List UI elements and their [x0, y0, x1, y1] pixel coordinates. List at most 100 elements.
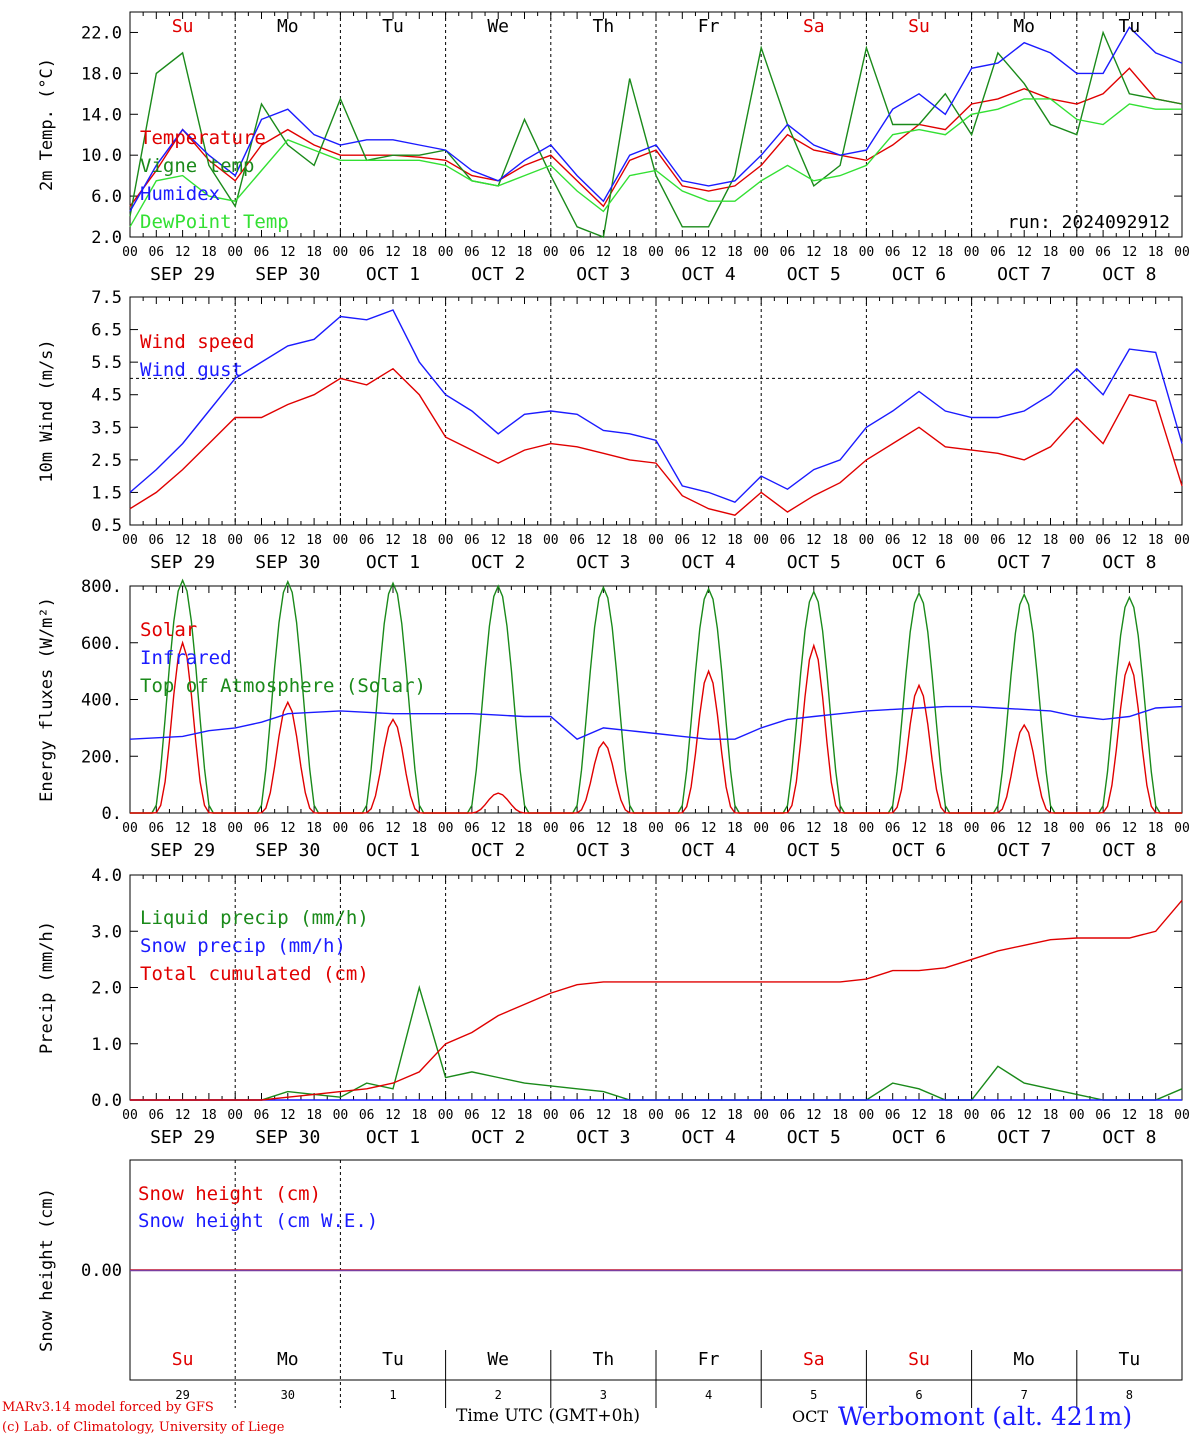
- date-tick-label: OCT 7: [997, 552, 1051, 573]
- hour-tick-label: 18: [832, 533, 848, 548]
- series-line: [130, 640, 1182, 814]
- weekday-label: Fr: [698, 16, 720, 37]
- hour-tick-label: 18: [1148, 821, 1164, 836]
- hour-tick-label: 12: [1122, 1108, 1138, 1123]
- date-tick-label: OCT 8: [1102, 1127, 1156, 1148]
- y-tick-label: 0.: [102, 804, 122, 824]
- hour-tick-label: 00: [438, 533, 454, 548]
- hour-tick-label: 06: [885, 821, 901, 836]
- hour-tick-label: 18: [201, 245, 217, 260]
- hour-tick-label: 18: [1148, 245, 1164, 260]
- panel-frame: [129, 11, 1183, 238]
- series-line: [129, 26, 1183, 212]
- weekday-label: We: [487, 1349, 509, 1370]
- series-line: [129, 98, 1182, 228]
- weekday-label: Sa: [803, 16, 825, 37]
- date-tick-label: OCT 3: [576, 552, 630, 573]
- y-tick-label: 400.: [81, 691, 122, 711]
- y-tick-label: 10.0: [81, 146, 122, 166]
- hour-tick-label: 06: [674, 821, 690, 836]
- hour-tick-label: 18: [1043, 821, 1059, 836]
- weekday-label: Su: [908, 16, 930, 37]
- hour-tick-label: 18: [1148, 533, 1164, 548]
- date-tick-label: OCT 5: [787, 1127, 841, 1148]
- y-tick-label: 5.5: [91, 353, 122, 373]
- y-tick-label: 4.5: [91, 386, 122, 406]
- y-tick-label: 2.5: [91, 451, 122, 471]
- hour-tick-label: 18: [201, 1108, 217, 1123]
- date-tick-label: OCT 5: [787, 264, 841, 285]
- y-tick-label: 0.0: [91, 1091, 122, 1111]
- hour-tick-label: 00: [543, 245, 559, 260]
- hour-tick-label: 00: [1174, 533, 1190, 548]
- legend-entry: Vigne temp: [140, 155, 254, 177]
- hour-tick-label: 06: [780, 245, 796, 260]
- hour-tick-label: 12: [280, 533, 296, 548]
- hour-tick-label: 18: [727, 1108, 743, 1123]
- day-number-label: 29: [175, 1388, 189, 1402]
- y-tick-label: 0.5: [91, 516, 122, 536]
- hour-tick-label: 06: [464, 245, 480, 260]
- hour-tick-label: 00: [227, 1108, 243, 1123]
- legend-entry: Humidex: [140, 183, 220, 205]
- hour-tick-label: 12: [1122, 821, 1138, 836]
- date-tick-label: OCT 7: [997, 840, 1051, 861]
- date-tick-label: OCT 4: [682, 552, 736, 573]
- hour-tick-label: 06: [148, 533, 164, 548]
- hour-tick-label: 06: [990, 245, 1006, 260]
- hour-tick-label: 00: [227, 821, 243, 836]
- hour-tick-label: 06: [885, 1108, 901, 1123]
- date-tick-label: OCT 1: [366, 1127, 420, 1148]
- hour-tick-label: 18: [1043, 1108, 1059, 1123]
- hour-tick-label: 00: [333, 245, 349, 260]
- hour-tick-label: 12: [806, 1108, 822, 1123]
- y-axis-label: 2m Temp. (°C): [37, 58, 57, 191]
- y-tick-label: 7.5: [91, 288, 122, 308]
- hour-tick-label: 06: [359, 1108, 375, 1123]
- hour-tick-label: 06: [464, 1108, 480, 1123]
- hour-tick-label: 12: [175, 245, 191, 260]
- hour-tick-label: 12: [175, 821, 191, 836]
- hour-tick-label: 00: [964, 821, 980, 836]
- hour-tick-label: 00: [1174, 245, 1190, 260]
- y-tick-label: 0.00: [81, 1261, 122, 1281]
- model-credit: MARv3.14 model forced by GFS: [2, 1400, 214, 1415]
- weekday-label: Su: [172, 16, 194, 37]
- hour-tick-label: 18: [937, 821, 953, 836]
- series-line: [130, 899, 1183, 1101]
- legend-entry: Temperature: [140, 127, 266, 149]
- time-axis-label: Time UTC (GMT+0h): [456, 1406, 641, 1426]
- date-tick-label: OCT 6: [892, 1127, 946, 1148]
- hour-tick-label: 06: [464, 821, 480, 836]
- hour-tick-label: 00: [753, 1108, 769, 1123]
- hour-tick-label: 00: [964, 533, 980, 548]
- y-tick-label: 200.: [81, 747, 122, 767]
- date-tick-label: OCT 3: [576, 1127, 630, 1148]
- hour-tick-label: 00: [438, 1108, 454, 1123]
- date-tick-label: SEP 29: [150, 552, 215, 573]
- hour-tick-label: 12: [280, 821, 296, 836]
- series-line: [129, 367, 1183, 516]
- legend-entry: Top of Atmosphere (Solar): [140, 675, 426, 697]
- legend-entry: Snow height (cm W.E.): [138, 1210, 378, 1232]
- day-number-label: 6: [915, 1388, 922, 1402]
- hour-tick-label: 18: [411, 821, 427, 836]
- hour-tick-label: 06: [780, 533, 796, 548]
- weekday-label: Th: [593, 16, 615, 37]
- hour-tick-label: 18: [306, 245, 322, 260]
- y-tick-label: 3.0: [91, 922, 122, 942]
- hour-tick-label: 18: [517, 245, 533, 260]
- weekday-label: Mo: [277, 16, 299, 37]
- hour-tick-label: 00: [227, 533, 243, 548]
- hour-tick-label: 12: [385, 245, 401, 260]
- hour-tick-label: 00: [438, 245, 454, 260]
- day-number-label: 30: [281, 1388, 295, 1402]
- hour-tick-label: 12: [280, 1108, 296, 1123]
- day-number-label: 5: [810, 1388, 817, 1402]
- month-label: OCT: [792, 1407, 829, 1426]
- date-tick-label: OCT 6: [892, 552, 946, 573]
- hour-tick-label: 12: [1016, 821, 1032, 836]
- weekday-label: Mo: [1013, 16, 1035, 37]
- hour-tick-label: 06: [990, 1108, 1006, 1123]
